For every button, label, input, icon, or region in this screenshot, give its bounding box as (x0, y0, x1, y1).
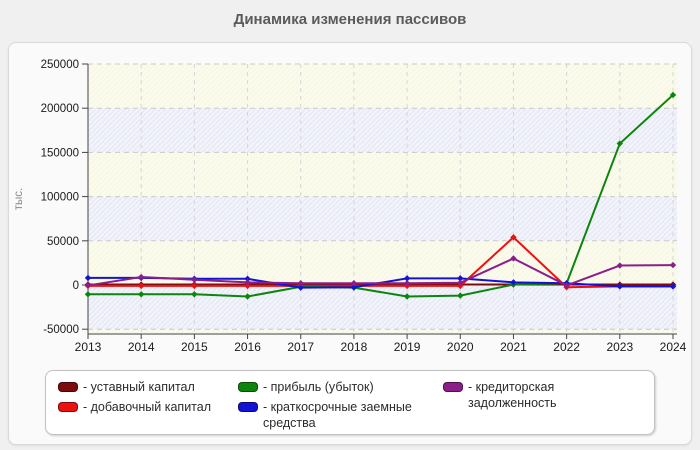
x-tick-label: 2022 (553, 340, 580, 354)
chart-title: Динамика изменения пассивов (233, 11, 467, 28)
legend-column: - прибыль (убыток) - краткосрочные заемн… (238, 379, 443, 431)
data-point-marker (669, 261, 677, 269)
legend-marker-icon (238, 382, 258, 392)
chart-card: 250000 200000 150000 100000 50000 0 -50000 2013… (8, 42, 692, 445)
legend-column: - кредиторская задолженность (443, 379, 644, 411)
y-tick-label: 0 (73, 280, 79, 292)
data-point-marker (84, 274, 92, 282)
data-point-marker (84, 282, 92, 289)
data-point-marker (457, 275, 464, 282)
data-point-marker (244, 275, 251, 283)
legend-item-label: - краткосрочные заемные средства (263, 400, 412, 430)
legend-item-label: - кредиторская задолженность (468, 380, 557, 410)
data-point-marker (350, 284, 358, 291)
x-tick-label: 2021 (500, 340, 527, 354)
data-point-marker (669, 91, 677, 99)
series-line (88, 236, 673, 289)
data-point-marker (244, 282, 251, 290)
legend-item-label: - добавочный капитал (83, 400, 212, 414)
y-tick-label: 150000 (41, 147, 79, 159)
x-tick-label: 2016 (234, 340, 261, 354)
data-point-marker (616, 283, 624, 290)
data-point-marker (403, 280, 411, 287)
x-tick-label: 2017 (287, 340, 314, 354)
legend-item: - прибыль (убыток) (238, 379, 443, 395)
x-tick-label: 2014 (128, 340, 155, 354)
series-line (88, 94, 674, 298)
legend-item-label: - прибыль (убыток) (263, 380, 374, 394)
data-point-marker (616, 262, 624, 269)
data-point-marker (616, 140, 624, 147)
data-point-marker (191, 291, 198, 298)
legend-marker-icon (58, 382, 78, 392)
series-line (87, 257, 674, 287)
data-point-marker (137, 273, 145, 281)
data-point-marker (403, 293, 411, 300)
data-point-marker (403, 275, 411, 282)
data-point-marker (297, 284, 304, 291)
x-tick-label: 2013 (75, 340, 102, 354)
legend-item: - уставный капитал (58, 379, 238, 395)
x-tick-label: 2023 (606, 340, 633, 354)
data-point-marker (244, 279, 251, 286)
data-point-marker (84, 291, 92, 298)
y-tick-label: 100000 (41, 192, 79, 204)
data-point-marker (563, 282, 570, 289)
y-axis-title: тыс. (13, 188, 25, 210)
data-point-marker (191, 276, 198, 283)
legend-item: - добавочный капитал (58, 399, 238, 415)
chart-legend: - уставный капитал - добавочный капитал … (45, 370, 655, 435)
legend-item: - кредиторская задолженность (443, 379, 644, 411)
data-point-marker (297, 280, 304, 287)
legend-marker-icon (238, 402, 258, 412)
data-point-marker (244, 293, 251, 300)
data-point-marker (669, 283, 677, 290)
y-tick-label: 200000 (41, 103, 79, 115)
legend-item: - краткосрочные заемные средства (238, 399, 443, 431)
legend-marker-icon (443, 382, 463, 392)
y-tick-label: 250000 (41, 59, 79, 71)
x-tick-label: 2020 (447, 340, 474, 354)
data-point-marker (457, 279, 464, 286)
legend-item-label: - уставный капитал (83, 380, 195, 394)
y-tick-label: -50000 (43, 324, 79, 336)
legend-column: - уставный капитал - добавочный капитал (58, 379, 238, 415)
y-tick-label: 50000 (47, 236, 79, 248)
x-tick-label: 2019 (394, 340, 421, 354)
data-point-marker (350, 280, 358, 287)
x-tick-label: 2018 (341, 340, 368, 354)
data-point-marker (191, 282, 198, 290)
line-chart: 250000 200000 150000 100000 50000 0 -50000 2013… (13, 59, 687, 354)
plot-bands (88, 64, 677, 334)
legend-marker-icon (58, 402, 78, 412)
x-tick-label: 2024 (660, 340, 687, 354)
x-tick-label: 2015 (181, 340, 208, 354)
data-point-marker (137, 291, 145, 298)
